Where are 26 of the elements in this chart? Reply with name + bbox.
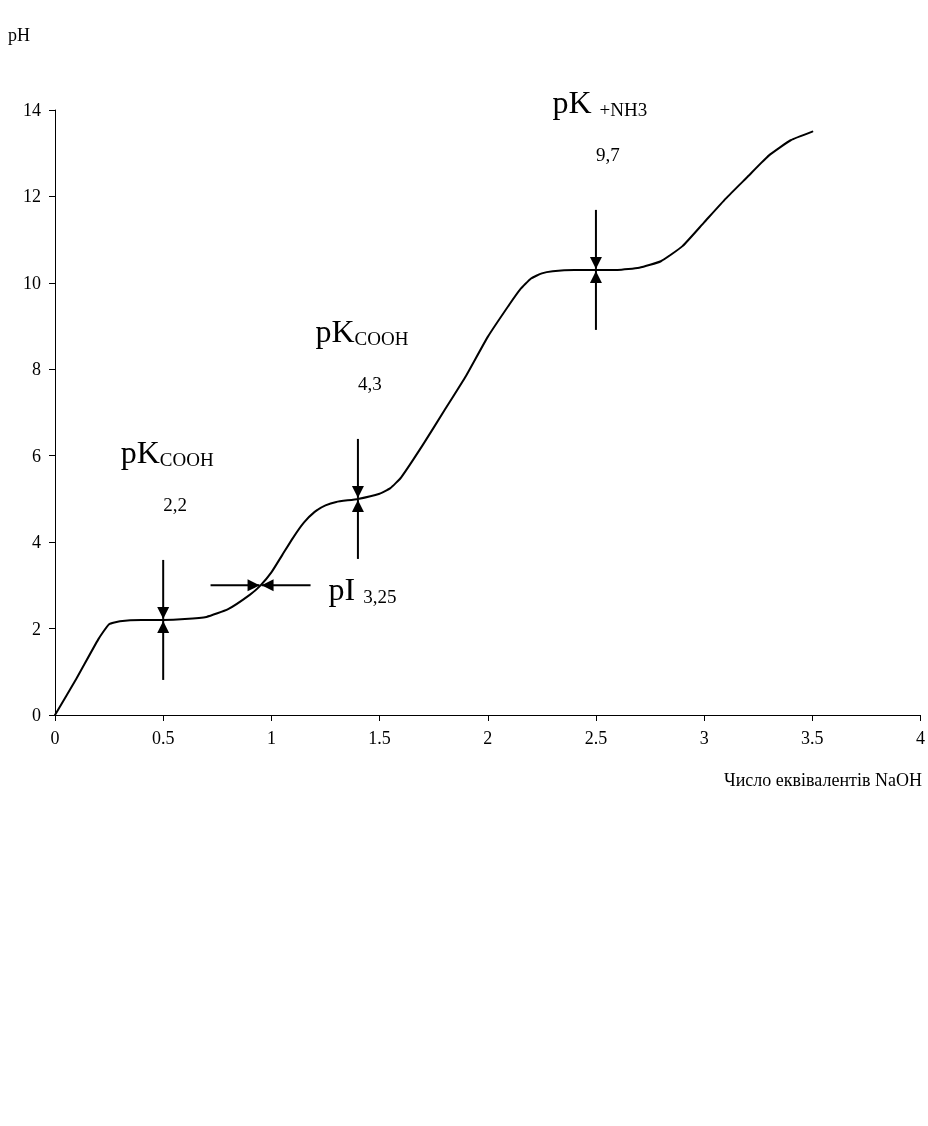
annotation: pK $_{+NH3}$ <box>552 84 648 122</box>
annotation: pK$_{COOH}$ <box>315 313 409 351</box>
x-tick-label: 2.5 <box>584 728 608 748</box>
x-tick-label: 3.5 <box>801 728 824 748</box>
annotation: 9,7 <box>595 143 620 166</box>
annotation: pK$_{COOH}$ <box>120 434 214 472</box>
x-tick-label: 1.5 <box>368 728 391 748</box>
annotation: pI $_{3,25}$ <box>328 570 397 608</box>
y-axis-title: pH <box>8 24 30 46</box>
x-tick-label: 0.5 <box>151 728 175 748</box>
y-tick-label: 8 <box>32 359 41 380</box>
y-tick-label: 10 <box>23 272 41 293</box>
y-tick-label: 12 <box>23 186 41 207</box>
y-tick-label: 0 <box>32 705 41 725</box>
y-tick-label: 14 <box>23 100 41 120</box>
x-tick-label: 1 <box>266 728 276 748</box>
y-tick-label: 4 <box>32 532 41 553</box>
annotation: 4,3 <box>357 372 382 395</box>
x-tick-label: 0 <box>50 728 60 748</box>
y-tick-label: 2 <box>32 618 41 639</box>
y-tick-label: 6 <box>32 445 41 466</box>
x-tick-label: 3 <box>699 728 709 748</box>
x-tick-label: 4 <box>916 728 925 748</box>
x-tick-label: 2 <box>483 728 493 748</box>
annotation: 2,2 <box>163 493 187 516</box>
x-axis-title: Число еквівалентів NaOH <box>724 769 922 791</box>
